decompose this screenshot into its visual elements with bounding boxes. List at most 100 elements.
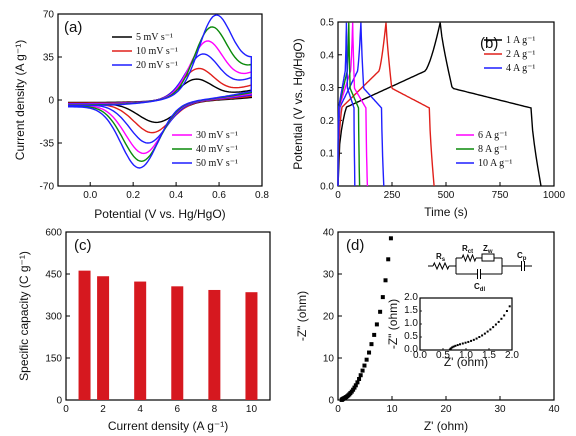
inset-impedance-point bbox=[472, 338, 475, 341]
inset-impedance-point bbox=[497, 320, 500, 323]
impedance-point bbox=[355, 380, 360, 385]
impedance-point bbox=[358, 373, 363, 378]
inset-y-tick-label: 0.5 bbox=[404, 331, 418, 342]
gcd-curve bbox=[337, 22, 542, 187]
inset-impedance-point bbox=[503, 314, 506, 317]
panel-b-gcd-curves: 0 250 500 750 1000 0.0 0.1 0.2 0.3 0.4 0.5 Time (s)… bbox=[291, 18, 566, 220]
x-tick-label: 0.8 bbox=[255, 190, 269, 201]
cv-curve bbox=[68, 78, 252, 124]
inset-impedance-point bbox=[478, 336, 481, 338]
inset-impedance-point bbox=[481, 334, 484, 337]
impedance-point bbox=[380, 295, 385, 300]
x-tick-label: 750 bbox=[492, 190, 509, 201]
impedance-point bbox=[362, 363, 367, 368]
x-tick-label: 4 bbox=[137, 404, 143, 415]
y-tick-label: 20 bbox=[323, 312, 335, 323]
panel-label: (a) bbox=[64, 19, 82, 36]
inset-impedance-point bbox=[448, 348, 451, 351]
plot-frame bbox=[337, 21, 555, 187]
y-tick-label: 300 bbox=[45, 312, 62, 323]
panel-c-specific-capacity-bars: 0 2 4 6 8 10 0 150 300 450 600 Current density (A g… bbox=[17, 228, 271, 433]
inset-impedance-point bbox=[486, 330, 489, 333]
inset-impedance-point bbox=[456, 344, 459, 347]
x-tick-label: 30 bbox=[494, 404, 506, 415]
x-axis-label: Potential (V vs. Hg/HgO) bbox=[94, 207, 225, 221]
panel-a-cv-curves: 0.0 0.2 0.4 0.6 0.8 70 35 0 -35 -70 Potential (V v… bbox=[13, 10, 269, 222]
x-axis-label: Current density (A g⁻¹) bbox=[108, 419, 228, 433]
impedance-point bbox=[374, 322, 379, 327]
gcd-curve bbox=[337, 22, 435, 187]
inset-impedance-point bbox=[449, 347, 452, 350]
gcd-curve bbox=[337, 22, 361, 187]
x-tick-label: 20 bbox=[440, 404, 452, 415]
inset-impedance-point bbox=[475, 337, 478, 340]
panel-label: (d) bbox=[346, 237, 364, 254]
y-tick-label: 450 bbox=[45, 270, 62, 281]
legend-label: 10 A g⁻¹ bbox=[478, 158, 512, 169]
legend-label: 5 mV s⁻¹ bbox=[136, 32, 173, 43]
panel-d-nyquist-plot: 0 10 20 30 40 0 10 20 30 40 Z' (ohm) -Z" (ohm) (d) 0.… bbox=[295, 228, 560, 434]
inset-impedance-point bbox=[494, 323, 497, 326]
label-cp: Cp bbox=[517, 251, 527, 262]
y-axis-label: Potential (V vs. Hg/HgO) bbox=[291, 38, 305, 169]
capacity-bar bbox=[245, 292, 258, 400]
impedance-point bbox=[364, 357, 369, 362]
legend-label: 10 mV s⁻¹ bbox=[136, 46, 178, 57]
label-zw: Zw bbox=[483, 244, 493, 255]
capacity-bar bbox=[208, 289, 221, 400]
x-tick-label: 1000 bbox=[543, 190, 566, 201]
capacity-bar bbox=[97, 276, 110, 400]
capacity-bar bbox=[134, 281, 147, 400]
impedance-point bbox=[360, 368, 365, 373]
impedance-point bbox=[353, 383, 358, 388]
y-tick-label: 30 bbox=[323, 270, 335, 281]
y-tick-label: -70 bbox=[40, 182, 55, 193]
inset-impedance-point bbox=[489, 328, 492, 331]
legend-label: 30 mV s⁻¹ bbox=[196, 130, 238, 141]
legend-label: 1 A g⁻¹ bbox=[506, 35, 535, 46]
inset-impedance-point bbox=[483, 332, 486, 335]
y-tick-label: 600 bbox=[45, 228, 62, 239]
legend-label: 40 mV s⁻¹ bbox=[196, 144, 238, 155]
x-tick-label: 40 bbox=[548, 404, 560, 415]
x-tick-label: 10 bbox=[386, 404, 398, 415]
inset-x-axis-label: Z' (ohm) bbox=[444, 355, 488, 369]
inset-x-tick-label: 2.0 bbox=[505, 350, 519, 361]
inset-x-tick-label: 1.0 bbox=[459, 350, 473, 361]
inset-impedance-point bbox=[500, 317, 503, 320]
impedance-point bbox=[367, 350, 372, 355]
inset-x-tick-label: 0.5 bbox=[436, 350, 450, 361]
panel-label: (b) bbox=[480, 35, 498, 52]
inset-impedance-point bbox=[508, 305, 511, 308]
inset-impedance-point bbox=[467, 340, 470, 343]
x-tick-label: 0 bbox=[335, 190, 341, 201]
y-tick-label: 0 bbox=[328, 396, 334, 407]
y-tick-label: -35 bbox=[40, 139, 55, 150]
inset-impedance-point bbox=[505, 310, 508, 312]
inset-impedance-point bbox=[459, 343, 462, 346]
y-tick-label: 0.3 bbox=[320, 83, 334, 94]
inset-impedance-point bbox=[461, 342, 464, 345]
inset-impedance-point bbox=[451, 346, 454, 349]
inset-y-tick-label: 0.0 bbox=[404, 344, 418, 355]
y-tick-label: 0.4 bbox=[320, 50, 334, 61]
y-axis-label: Current density (A g⁻¹) bbox=[13, 40, 27, 160]
y-tick-label: 150 bbox=[45, 354, 62, 365]
gcd-curve bbox=[337, 22, 369, 187]
impedance-point bbox=[351, 387, 356, 392]
gcd-curve bbox=[337, 22, 356, 187]
legend-label: 2 A g⁻¹ bbox=[506, 49, 535, 60]
gcd-curve bbox=[337, 22, 385, 187]
legend-label: 4 A g⁻¹ bbox=[506, 63, 535, 74]
x-tick-label: 0.0 bbox=[83, 190, 97, 201]
cv-curve bbox=[68, 14, 252, 169]
y-axis-label: Specific capacity (C g⁻¹) bbox=[17, 251, 31, 381]
x-tick-label: 500 bbox=[438, 190, 455, 201]
inset-y-tick-label: 1.5 bbox=[404, 305, 418, 316]
x-tick-label: 0.2 bbox=[126, 190, 140, 201]
capacity-bar bbox=[78, 270, 91, 400]
x-axis-label: Z' (ohm) bbox=[424, 419, 468, 433]
inset-y-tick-label: 2.0 bbox=[404, 292, 418, 303]
y-tick-label: 0.5 bbox=[320, 18, 334, 29]
label-rs: Rs bbox=[436, 252, 446, 263]
